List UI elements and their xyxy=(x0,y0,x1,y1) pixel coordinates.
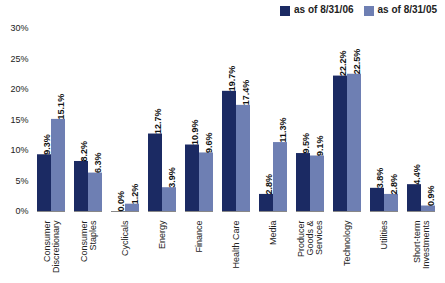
svg-text:6.3%: 6.3% xyxy=(93,153,103,174)
html-text:as of 8/31/05: as of 8/31/05 xyxy=(377,4,437,16)
svg-text:9.5%: 9.5% xyxy=(301,133,311,154)
svg-text:11.3%: 11.3% xyxy=(278,118,288,143)
svg-text:3.9%: 3.9% xyxy=(167,167,177,188)
svg-text:Utilities: Utilities xyxy=(379,220,389,250)
svg-text:Energy: Energy xyxy=(157,220,167,249)
svg-text:Short-termInvestments: Short-termInvestments xyxy=(412,220,431,269)
svg-text:22.5%: 22.5% xyxy=(352,49,362,75)
svg-text:15.1%: 15.1% xyxy=(56,94,66,120)
svg-text:22.2%: 22.2% xyxy=(338,51,348,77)
svg-text:17.4%: 17.4% xyxy=(241,80,251,106)
html-text:as of 8/31/06: as of 8/31/06 xyxy=(294,4,354,16)
svg-text:9.1%: 9.1% xyxy=(315,135,325,156)
svg-text:Cyclicals: Cyclicals xyxy=(120,220,130,256)
svg-text:15%: 15% xyxy=(10,115,28,125)
svg-text:0%: 0% xyxy=(15,206,28,216)
svg-text:25%: 25% xyxy=(10,54,28,64)
svg-text:1.2%: 1.2% xyxy=(130,184,140,205)
svg-text:12.7%: 12.7% xyxy=(153,108,163,134)
svg-text:ConsumerDiscretionary: ConsumerDiscretionary xyxy=(42,220,61,273)
svg-text:ProducerGoods &Services: ProducerGoods &Services xyxy=(296,220,324,257)
svg-text:20%: 20% xyxy=(10,84,28,94)
svg-text:Technology: Technology xyxy=(342,220,352,266)
svg-text:4.4%: 4.4% xyxy=(412,164,422,185)
svg-text:0.9%: 0.9% xyxy=(426,185,436,206)
svg-text:2.8%: 2.8% xyxy=(264,174,274,195)
svg-text:Media: Media xyxy=(268,221,278,246)
svg-text:0.0%: 0.0% xyxy=(116,191,126,212)
svg-text:5%: 5% xyxy=(15,176,28,186)
svg-text:Finance: Finance xyxy=(194,221,204,253)
svg-text:10%: 10% xyxy=(10,145,28,155)
svg-text:Health Care: Health Care xyxy=(231,221,241,269)
svg-text:3.8%: 3.8% xyxy=(375,168,385,189)
svg-text:9.3%: 9.3% xyxy=(42,134,52,155)
svg-text:2.8%: 2.8% xyxy=(389,174,399,195)
svg-text:19.7%: 19.7% xyxy=(227,66,237,92)
svg-text:9.6%: 9.6% xyxy=(204,132,214,153)
svg-text:8.2%: 8.2% xyxy=(79,141,89,162)
svg-text:ConsumerStaples: ConsumerStaples xyxy=(79,220,98,262)
svg-text:30%: 30% xyxy=(10,23,28,33)
svg-text:10.9%: 10.9% xyxy=(190,119,200,145)
